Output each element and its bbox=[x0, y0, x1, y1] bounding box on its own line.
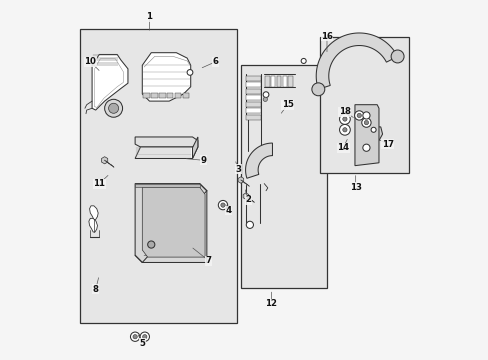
Polygon shape bbox=[282, 76, 286, 87]
Polygon shape bbox=[143, 93, 149, 98]
Circle shape bbox=[140, 332, 149, 341]
Polygon shape bbox=[246, 115, 260, 120]
Text: 15: 15 bbox=[281, 100, 293, 109]
Polygon shape bbox=[142, 187, 204, 257]
Text: 5: 5 bbox=[139, 339, 145, 348]
Polygon shape bbox=[243, 193, 248, 199]
Bar bbox=[319, 37, 408, 173]
Polygon shape bbox=[245, 143, 272, 178]
Polygon shape bbox=[167, 93, 173, 98]
Polygon shape bbox=[89, 219, 97, 232]
Text: 6: 6 bbox=[212, 57, 218, 66]
Circle shape bbox=[218, 201, 227, 210]
Polygon shape bbox=[183, 93, 189, 98]
Polygon shape bbox=[151, 93, 158, 98]
Polygon shape bbox=[175, 93, 181, 98]
Polygon shape bbox=[92, 54, 128, 110]
Polygon shape bbox=[159, 93, 165, 98]
Polygon shape bbox=[142, 53, 190, 101]
Polygon shape bbox=[238, 177, 243, 183]
Circle shape bbox=[361, 118, 370, 127]
Circle shape bbox=[354, 111, 363, 120]
Text: 3: 3 bbox=[235, 165, 241, 174]
Polygon shape bbox=[359, 126, 382, 145]
Polygon shape bbox=[192, 137, 198, 158]
Circle shape bbox=[246, 221, 253, 228]
Text: 13: 13 bbox=[349, 183, 361, 192]
Text: 8: 8 bbox=[93, 285, 99, 294]
Text: 11: 11 bbox=[93, 179, 105, 188]
Text: 4: 4 bbox=[225, 206, 231, 215]
Circle shape bbox=[370, 127, 375, 132]
Text: 10: 10 bbox=[84, 57, 96, 66]
Bar bbox=[241, 65, 326, 288]
Circle shape bbox=[133, 334, 137, 339]
Polygon shape bbox=[246, 76, 260, 81]
Circle shape bbox=[130, 332, 140, 341]
Polygon shape bbox=[246, 89, 260, 94]
Circle shape bbox=[187, 69, 192, 75]
Circle shape bbox=[263, 97, 267, 102]
Polygon shape bbox=[135, 147, 198, 158]
Circle shape bbox=[221, 203, 224, 207]
Polygon shape bbox=[135, 137, 198, 147]
Polygon shape bbox=[265, 76, 269, 87]
Polygon shape bbox=[102, 157, 107, 164]
Polygon shape bbox=[246, 108, 260, 113]
Circle shape bbox=[311, 83, 324, 96]
Circle shape bbox=[356, 113, 361, 118]
Circle shape bbox=[142, 334, 147, 339]
Text: 1: 1 bbox=[146, 12, 152, 21]
Polygon shape bbox=[246, 82, 260, 87]
Text: 9: 9 bbox=[200, 156, 206, 165]
Polygon shape bbox=[135, 184, 206, 262]
Polygon shape bbox=[354, 105, 378, 166]
Text: 14: 14 bbox=[336, 143, 348, 152]
Polygon shape bbox=[276, 76, 281, 87]
Circle shape bbox=[342, 128, 346, 132]
Circle shape bbox=[108, 103, 119, 113]
Circle shape bbox=[339, 114, 349, 125]
Circle shape bbox=[147, 241, 155, 248]
Text: 18: 18 bbox=[338, 107, 350, 116]
Circle shape bbox=[364, 121, 368, 125]
Text: 2: 2 bbox=[244, 195, 250, 204]
Circle shape bbox=[301, 58, 305, 63]
Circle shape bbox=[263, 92, 268, 98]
Text: 12: 12 bbox=[265, 299, 277, 308]
Circle shape bbox=[104, 99, 122, 117]
Polygon shape bbox=[89, 206, 98, 220]
Polygon shape bbox=[287, 76, 292, 87]
Text: 16: 16 bbox=[320, 32, 332, 41]
Polygon shape bbox=[246, 95, 260, 100]
Text: 7: 7 bbox=[205, 256, 211, 265]
Polygon shape bbox=[135, 184, 199, 187]
Polygon shape bbox=[316, 33, 397, 89]
Circle shape bbox=[362, 112, 369, 119]
Circle shape bbox=[390, 50, 403, 63]
Bar bbox=[80, 30, 237, 323]
Circle shape bbox=[342, 117, 346, 121]
Circle shape bbox=[339, 125, 349, 135]
Polygon shape bbox=[246, 102, 260, 107]
Circle shape bbox=[362, 144, 369, 151]
Polygon shape bbox=[270, 76, 275, 87]
Text: 17: 17 bbox=[381, 140, 393, 149]
